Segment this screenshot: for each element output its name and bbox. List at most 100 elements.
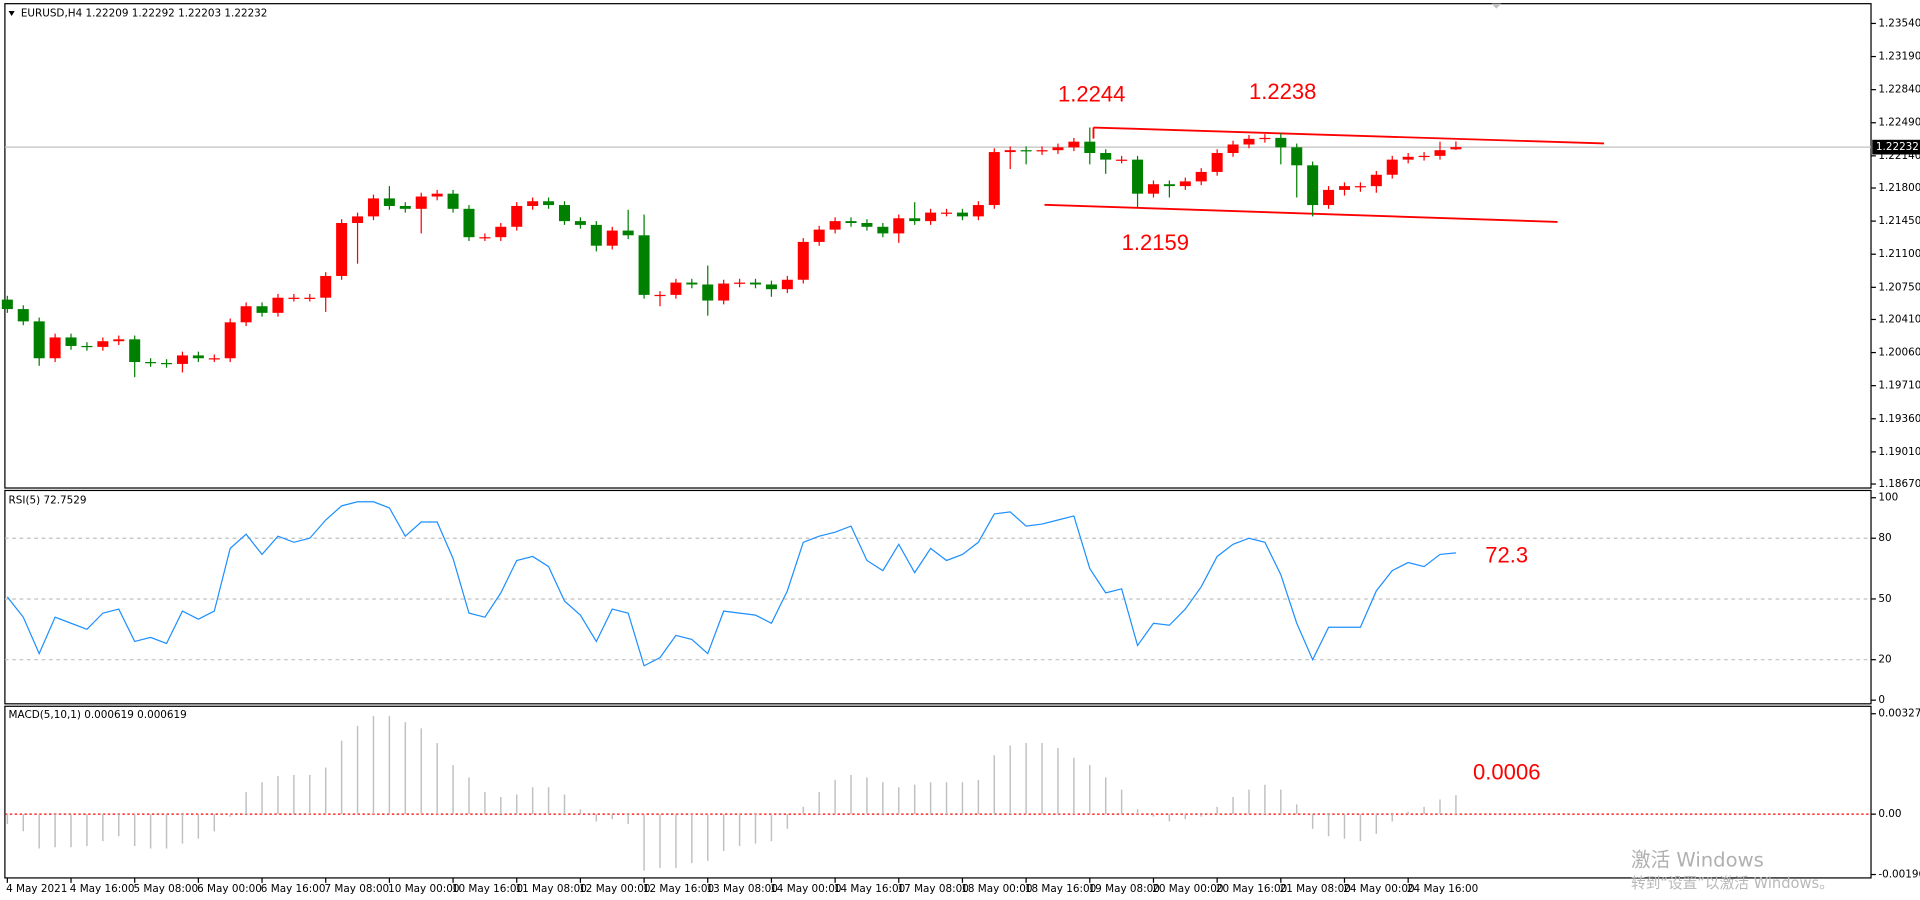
candle-body — [304, 297, 316, 299]
candle-body — [797, 241, 809, 280]
candle-body — [558, 205, 570, 222]
x-tick-label: 18 May 00:00 — [961, 883, 1032, 895]
candle-body — [1307, 165, 1319, 206]
x-tick-label: 11 May 08:00 — [516, 883, 587, 895]
candle-body — [1354, 186, 1366, 188]
candle-body — [65, 337, 77, 346]
x-tick-label: 6 May 00:00 — [197, 883, 262, 895]
candle-body — [622, 230, 634, 236]
x-tick-label: 17 May 08:00 — [898, 883, 969, 895]
candle-body — [511, 205, 523, 227]
watermark-title: 激活 Windows — [1631, 848, 1764, 871]
x-tick-label: 24 May 16:00 — [1407, 883, 1478, 895]
menu-triangle[interactable] — [8, 11, 15, 16]
candle-body — [1052, 147, 1064, 151]
main-panel-frame — [4, 3, 1872, 489]
candle-body — [718, 283, 730, 301]
candle-body — [1450, 147, 1462, 150]
candle-body — [1386, 159, 1398, 175]
candle-body — [1323, 189, 1335, 206]
candle-body — [781, 279, 793, 290]
annotation: 1.2244 — [1058, 81, 1125, 106]
y-tick-label: 1.18670 — [1878, 478, 1920, 490]
last-price-box — [1872, 139, 1920, 155]
x-tick-label: 18 May 16:00 — [1025, 883, 1096, 895]
candle-body — [240, 306, 252, 323]
x-tick-label: 10 May 00:00 — [388, 883, 459, 895]
candle-body — [383, 198, 395, 206]
candle-body — [1020, 150, 1032, 152]
y-tick-label: 50 — [1878, 593, 1891, 605]
shift-marker[interactable] — [1491, 3, 1502, 9]
candle-body — [463, 208, 475, 238]
candle-body — [765, 284, 777, 290]
y-tick-label: 0.00 — [1878, 808, 1901, 820]
candle-body — [161, 362, 173, 365]
candle-body — [145, 362, 157, 364]
candle-body — [192, 355, 204, 359]
y-tick-label: 1.20750 — [1878, 281, 1920, 293]
x-tick-label: 19 May 08:00 — [1089, 883, 1160, 895]
candle-body — [176, 355, 188, 364]
x-tick-label: 4 May 2021 — [6, 883, 67, 895]
candle-body — [49, 337, 61, 359]
candle-body — [1259, 137, 1271, 140]
macd-panel-frame — [4, 705, 1872, 879]
trendline-upper[interactable] — [1093, 126, 1605, 145]
candle-body — [415, 196, 427, 209]
candle-body — [1291, 147, 1303, 166]
y-tick-label: 1.23540 — [1878, 17, 1920, 29]
macd-header: MACD(5,10,1) 0.000619 0.000619 — [9, 709, 187, 721]
candle-body — [1179, 181, 1191, 187]
candle-body — [527, 201, 539, 206]
y-tick-label: 1.21450 — [1878, 215, 1920, 227]
candle-body — [1116, 159, 1128, 161]
candle-body — [686, 282, 698, 285]
candle-body — [399, 205, 411, 209]
candle-body — [925, 212, 937, 222]
x-tick-label: 12 May 16:00 — [643, 883, 714, 895]
rsi-header: RSI(5) 72.7529 — [9, 494, 87, 506]
candle-body — [1132, 159, 1144, 194]
rsi-line — [6, 501, 1456, 667]
x-tick-label: 10 May 16:00 — [452, 883, 523, 895]
candle-body — [861, 223, 873, 227]
x-tick-label: 12 May 00:00 — [579, 883, 650, 895]
y-tick-label: 1.22490 — [1878, 117, 1920, 129]
candle-body — [336, 223, 348, 276]
candle-body — [288, 297, 300, 299]
candle-body — [1147, 184, 1159, 194]
candle-body — [1163, 184, 1175, 187]
candle-body — [256, 306, 268, 313]
x-tick-label: 14 May 00:00 — [770, 883, 841, 895]
candle-body — [1211, 153, 1223, 172]
candle-body — [1227, 144, 1239, 154]
annotation: 1.2159 — [1122, 230, 1189, 255]
candle-body — [590, 224, 602, 246]
candle-body — [495, 226, 507, 238]
candle-body — [1275, 137, 1287, 148]
candle-body — [670, 282, 682, 295]
candle-body — [1084, 141, 1096, 154]
x-tick-label: 20 May 16:00 — [1216, 883, 1287, 895]
candle-body — [638, 235, 650, 295]
candle-body — [956, 212, 968, 217]
candle-body — [367, 198, 379, 217]
candle-body — [272, 297, 284, 313]
y-tick-label: 0 — [1878, 694, 1885, 706]
y-tick-label: 1.20410 — [1878, 313, 1920, 325]
candle-body — [1036, 150, 1048, 152]
x-tick-label: 4 May 16:00 — [70, 883, 135, 895]
trendline-lower[interactable] — [1044, 203, 1558, 223]
rsi-panel-frame — [4, 489, 1872, 705]
candle-body — [893, 218, 905, 234]
candle-body — [1068, 141, 1080, 148]
candle-body — [320, 275, 332, 298]
x-tick-label: 5 May 08:00 — [133, 883, 198, 895]
candle-body — [750, 282, 762, 285]
last-price-label: 1.22232 — [1876, 141, 1919, 153]
y-tick-label: 1.21800 — [1878, 182, 1920, 194]
candle-body — [1195, 171, 1207, 182]
